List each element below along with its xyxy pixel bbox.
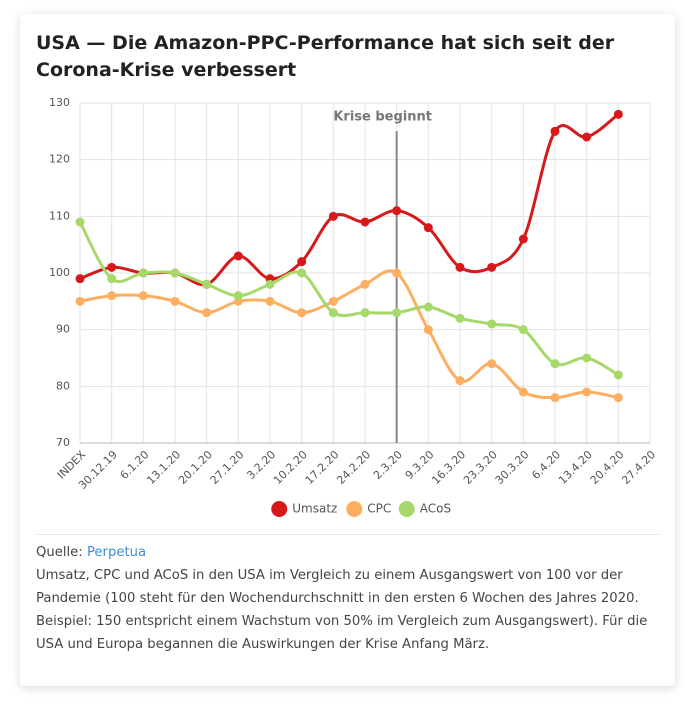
point bbox=[202, 279, 212, 289]
source-link[interactable]: Perpetua bbox=[86, 545, 147, 560]
point bbox=[613, 393, 623, 403]
point bbox=[170, 296, 180, 306]
point bbox=[75, 217, 85, 227]
point bbox=[550, 393, 560, 403]
point bbox=[360, 308, 370, 318]
point bbox=[297, 257, 307, 267]
y-tick-label: 100 bbox=[49, 266, 70, 279]
point bbox=[613, 109, 623, 119]
series-line bbox=[79, 113, 620, 287]
point bbox=[233, 251, 243, 261]
x-tick-label: 30.3.20 bbox=[493, 448, 532, 487]
point bbox=[423, 223, 433, 233]
point bbox=[107, 274, 117, 284]
point bbox=[518, 325, 528, 335]
point bbox=[487, 359, 497, 369]
x-tick-label: 2.3.20 bbox=[371, 448, 405, 482]
point bbox=[518, 387, 528, 397]
point bbox=[107, 291, 117, 301]
point bbox=[613, 370, 623, 380]
point bbox=[582, 353, 592, 363]
point bbox=[107, 262, 117, 272]
x-tick-label: 10.2.20 bbox=[271, 448, 310, 487]
point bbox=[75, 296, 85, 306]
point bbox=[328, 308, 338, 318]
point bbox=[392, 308, 402, 318]
point bbox=[455, 262, 465, 272]
x-tick-label: 23.3.20 bbox=[461, 448, 500, 487]
point bbox=[297, 308, 307, 318]
y-tick-label: 120 bbox=[49, 153, 70, 166]
source-line: Quelle: Perpetua bbox=[36, 541, 660, 564]
x-tick-label: 27.1.20 bbox=[208, 448, 247, 487]
x-tick-label: 20.4.20 bbox=[588, 448, 627, 487]
point bbox=[487, 262, 497, 272]
legend-label: ACoS bbox=[420, 502, 451, 516]
note: Umsatz, CPC und ACoS in den USA im Vergl… bbox=[36, 568, 648, 652]
legend-marker bbox=[271, 501, 288, 517]
point bbox=[423, 302, 433, 312]
point bbox=[392, 206, 402, 216]
point bbox=[518, 234, 528, 244]
legend-label: Umsatz bbox=[292, 502, 337, 516]
point bbox=[487, 319, 497, 329]
legend-marker bbox=[346, 501, 363, 517]
point bbox=[360, 217, 370, 227]
y-tick-label: 80 bbox=[56, 379, 70, 392]
x-tick-label: 20.1.20 bbox=[176, 448, 215, 487]
chart-title: USA — Die Amazon-PPC-Performance hat sic… bbox=[36, 32, 615, 81]
y-tick-label: 130 bbox=[49, 96, 70, 109]
point bbox=[423, 325, 433, 335]
point bbox=[297, 268, 307, 278]
chart: 708090100110120130INDEX30.12.196.1.2013.… bbox=[49, 96, 658, 517]
point bbox=[582, 387, 592, 397]
legend-marker bbox=[398, 501, 415, 517]
point bbox=[550, 359, 560, 369]
point bbox=[392, 268, 402, 278]
series-line bbox=[79, 269, 619, 400]
annotation-label: Krise beginnt bbox=[333, 110, 432, 125]
point bbox=[265, 279, 275, 289]
y-tick-label: 90 bbox=[56, 323, 70, 336]
point bbox=[582, 132, 592, 142]
point bbox=[265, 296, 275, 306]
point bbox=[455, 376, 465, 386]
x-tick-label: 13.4.20 bbox=[556, 448, 595, 487]
x-tick-label: 17.2.20 bbox=[303, 448, 342, 487]
card: USA — Die Amazon-PPC-Performance hat sic… bbox=[20, 14, 675, 686]
x-tick-label: 24.2.20 bbox=[334, 448, 373, 487]
y-tick-label: 110 bbox=[49, 209, 70, 222]
point bbox=[360, 279, 370, 289]
point bbox=[550, 126, 560, 136]
x-tick-label: 27.4.20 bbox=[619, 448, 658, 487]
point bbox=[233, 291, 243, 301]
point bbox=[138, 268, 148, 278]
point bbox=[328, 211, 338, 221]
point bbox=[170, 268, 180, 278]
point bbox=[138, 291, 148, 301]
x-tick-label: 16.3.20 bbox=[429, 448, 468, 487]
point bbox=[455, 313, 465, 323]
x-tick-label: 13.1.20 bbox=[144, 448, 183, 487]
point bbox=[202, 308, 212, 318]
point bbox=[328, 296, 338, 306]
point bbox=[75, 274, 85, 284]
legend-label: CPC bbox=[367, 502, 391, 516]
y-tick-label: 70 bbox=[56, 436, 70, 449]
source-label: Quelle: bbox=[36, 545, 83, 560]
caption: Quelle: Perpetua Umsatz, CPC und ACoS in… bbox=[36, 534, 660, 656]
